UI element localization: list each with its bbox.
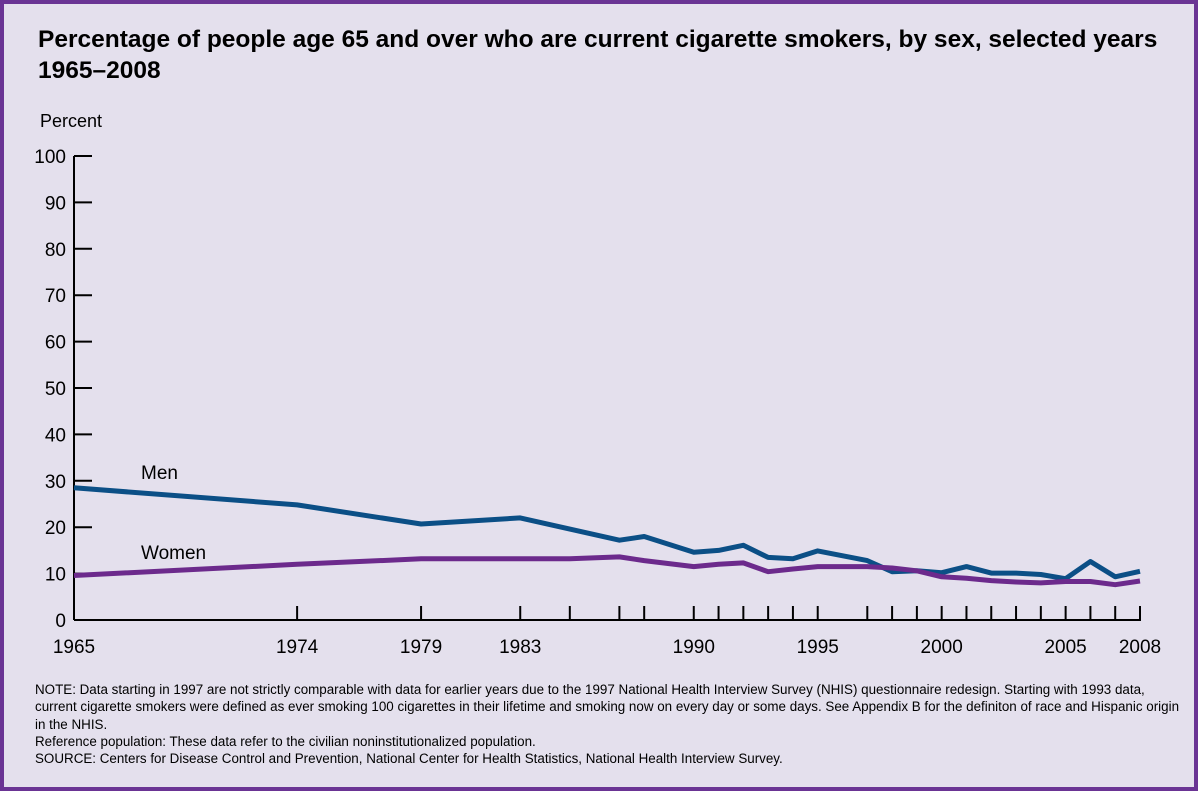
x-tick-label: 2005 bbox=[1044, 637, 1086, 658]
series-line-men bbox=[73, 485, 1141, 582]
x-tick-label: 2000 bbox=[921, 637, 963, 658]
x-tick-label: 1965 bbox=[53, 637, 95, 658]
x-tick-label: 1979 bbox=[400, 637, 442, 658]
series-line-women bbox=[73, 554, 1141, 588]
y-tick-label: 90 bbox=[45, 193, 66, 214]
y-tick-label: 70 bbox=[45, 286, 66, 307]
series-label-men: Men bbox=[141, 463, 178, 484]
y-tick-label: 80 bbox=[45, 240, 66, 261]
series-label-women: Women bbox=[141, 543, 206, 564]
x-tick-label: 1974 bbox=[276, 637, 319, 658]
y-tick-label: 10 bbox=[45, 565, 66, 586]
x-tick-label: 1990 bbox=[673, 637, 715, 658]
y-axis-label: Percent bbox=[40, 111, 103, 131]
x-tick-label: 2008 bbox=[1119, 637, 1161, 658]
reference-population-text: Reference population: These data refer t… bbox=[35, 733, 536, 749]
y-tick-label: 60 bbox=[45, 333, 66, 354]
y-tick-label: 0 bbox=[55, 611, 66, 632]
y-tick-label: 30 bbox=[45, 472, 66, 493]
chart-title: Percentage of people age 65 and over who… bbox=[38, 26, 1158, 84]
chart-notes: NOTE: Data starting in 1997 are not stri… bbox=[35, 681, 1185, 767]
x-tick-label: 1995 bbox=[797, 637, 839, 658]
note-text: NOTE: Data starting in 1997 are not stri… bbox=[35, 682, 1180, 732]
source-text: SOURCE: Centers for Disease Control and … bbox=[35, 751, 783, 767]
line-chart: 0 10 20 30 40 50 60 70 80 90 100 1965 1974 1979 1983 19… bbox=[34, 147, 1161, 658]
y-tick-label: 20 bbox=[45, 518, 66, 539]
y-tick-label: 40 bbox=[45, 425, 66, 446]
y-tick-label: 50 bbox=[45, 379, 66, 400]
y-tick-label: 100 bbox=[34, 147, 66, 168]
x-tick-label: 1983 bbox=[499, 637, 541, 658]
